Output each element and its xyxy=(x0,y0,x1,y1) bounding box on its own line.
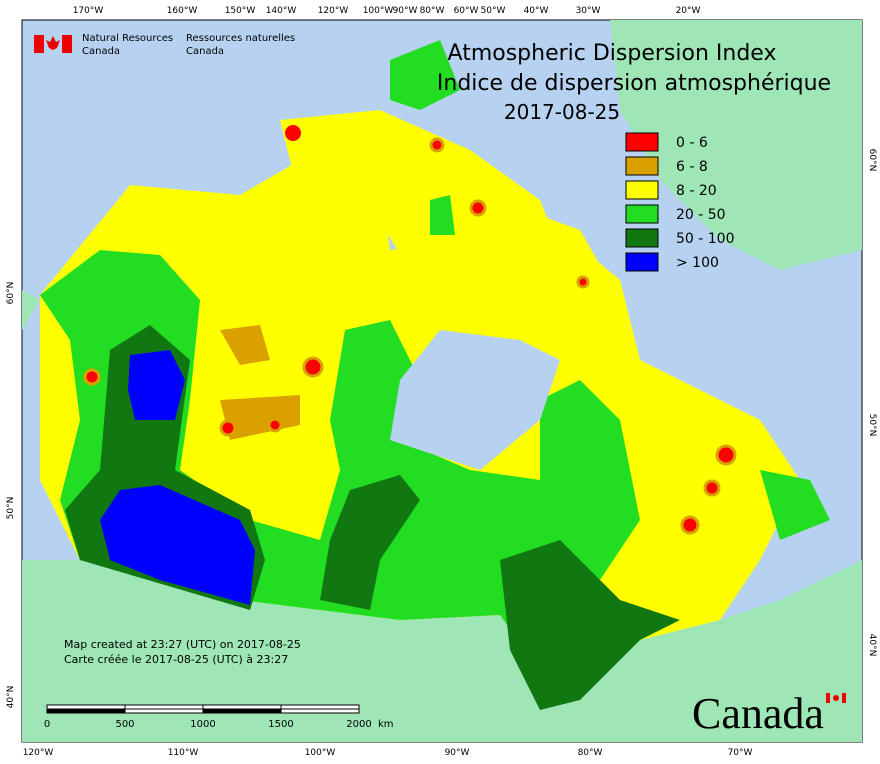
legend-label: 0 - 6 xyxy=(676,135,708,151)
legend-label: > 100 xyxy=(676,255,719,271)
scale-label: 500 xyxy=(115,719,134,730)
red-spot xyxy=(302,356,324,378)
scale-segment xyxy=(280,704,360,710)
lon-label: 140°W xyxy=(266,6,297,16)
lon-label: 170°W xyxy=(73,6,104,16)
lon-label: 90°W xyxy=(393,6,418,16)
canada-blue xyxy=(128,350,185,420)
flag-bar xyxy=(34,35,44,53)
lon-label: 40°W xyxy=(524,6,549,16)
agency-fr: Canada xyxy=(186,46,224,57)
legend-swatch xyxy=(625,252,659,272)
island xyxy=(390,40,460,110)
usa xyxy=(22,560,862,742)
scale-segment xyxy=(46,708,126,714)
alaska xyxy=(22,290,40,330)
red-spot xyxy=(576,275,590,289)
red-spot xyxy=(715,444,737,466)
lon-label: 110°W xyxy=(168,748,199,758)
scale-segment xyxy=(46,704,126,710)
lon-label: 90°W xyxy=(445,748,470,758)
wordmark: Canada xyxy=(692,689,824,738)
flag-bar xyxy=(62,35,72,53)
lon-label: 30°W xyxy=(576,6,601,16)
scale-segment xyxy=(124,708,204,714)
lon-label: 80°W xyxy=(578,748,603,758)
red-spot xyxy=(83,368,101,386)
legend-swatch xyxy=(625,180,659,200)
scale-segment xyxy=(280,708,360,714)
hudson-bay xyxy=(390,330,560,470)
lon-label: 20°W xyxy=(676,6,701,16)
red-spot xyxy=(285,125,301,141)
scale-unit: km xyxy=(378,719,394,730)
red-spots xyxy=(83,125,737,535)
red-spot xyxy=(469,199,487,217)
legend: 0 - 6 6 - 8 8 - 20 20 - 50 50 - 100 > 100 xyxy=(625,132,735,272)
legend-swatch xyxy=(625,204,659,224)
legend-label: 20 - 50 xyxy=(676,207,726,223)
orange-area xyxy=(220,325,270,365)
canada-darkgreen xyxy=(500,540,680,710)
lon-label: 120°W xyxy=(318,6,349,16)
lon-label: 80°W xyxy=(420,6,445,16)
scale-segment xyxy=(202,704,282,710)
legend-label: 8 - 20 xyxy=(676,183,717,199)
lon-label: 100°W xyxy=(363,6,394,16)
red-spot xyxy=(267,417,283,433)
lat-label: 40°N xyxy=(6,686,16,709)
lon-label: 50°W xyxy=(481,6,506,16)
greenland xyxy=(610,20,862,270)
flag-leaf xyxy=(46,36,60,50)
legend-label: 50 - 100 xyxy=(676,231,735,247)
title: Indice de dispersion atmosphérique xyxy=(437,71,831,96)
island xyxy=(430,195,455,235)
legend-swatch xyxy=(625,132,659,152)
red-spot xyxy=(680,515,700,535)
red-spot xyxy=(429,137,445,153)
scale-label: 0 xyxy=(44,719,50,730)
newfoundland xyxy=(760,470,830,540)
canada-darkgreen xyxy=(320,475,420,610)
legend-swatch xyxy=(625,228,659,248)
legend-label: 6 - 8 xyxy=(676,159,708,175)
scale-segment xyxy=(202,708,282,714)
note: Map created at 23:27 (UTC) on 2017-08-25 xyxy=(64,638,301,651)
wordmark-flag xyxy=(826,693,830,703)
legend-swatch xyxy=(625,156,659,176)
lat-label: 50°N xyxy=(6,497,16,520)
lon-label: 60°W xyxy=(454,6,479,16)
axis-labels: 170°W 160°W 150°W 140°W 120°W 100°W 90°W 80°W 60… xyxy=(6,6,877,758)
scale-label: 1500 xyxy=(268,719,293,730)
lon-label: 160°W xyxy=(167,6,198,16)
lat-label: 50°N xyxy=(867,414,877,437)
scale-label: 2000 xyxy=(346,719,371,730)
lon-label: 70°W xyxy=(728,748,753,758)
lat-label: 60°N xyxy=(867,149,877,172)
scale-bar: 0 500 1000 1500 2000 km xyxy=(44,704,394,730)
lon-label: 100°W xyxy=(305,748,336,758)
lon-label: 150°W xyxy=(225,6,256,16)
canada-blue xyxy=(100,485,255,605)
scale-segment xyxy=(124,704,204,710)
title: Atmospheric Dispersion Index xyxy=(448,41,777,66)
scale-label: 1000 xyxy=(190,719,215,730)
lon-label: 120°W xyxy=(23,748,54,758)
red-spot xyxy=(219,419,237,437)
agency-en: Canada xyxy=(82,46,120,57)
island xyxy=(470,190,620,330)
lat-label: 40°N xyxy=(867,634,877,657)
agency-en: Natural Resources xyxy=(82,33,173,44)
agency-fr: Ressources naturelles xyxy=(186,33,295,44)
title-date: 2017-08-25 xyxy=(504,100,620,124)
wordmark-flag xyxy=(833,695,839,701)
red-spot xyxy=(703,479,721,497)
wordmark-flag xyxy=(842,693,846,703)
lat-label: 60°N xyxy=(6,282,16,305)
note: Carte créée le 2017-08-25 (UTC) à 23:27 xyxy=(64,653,288,666)
